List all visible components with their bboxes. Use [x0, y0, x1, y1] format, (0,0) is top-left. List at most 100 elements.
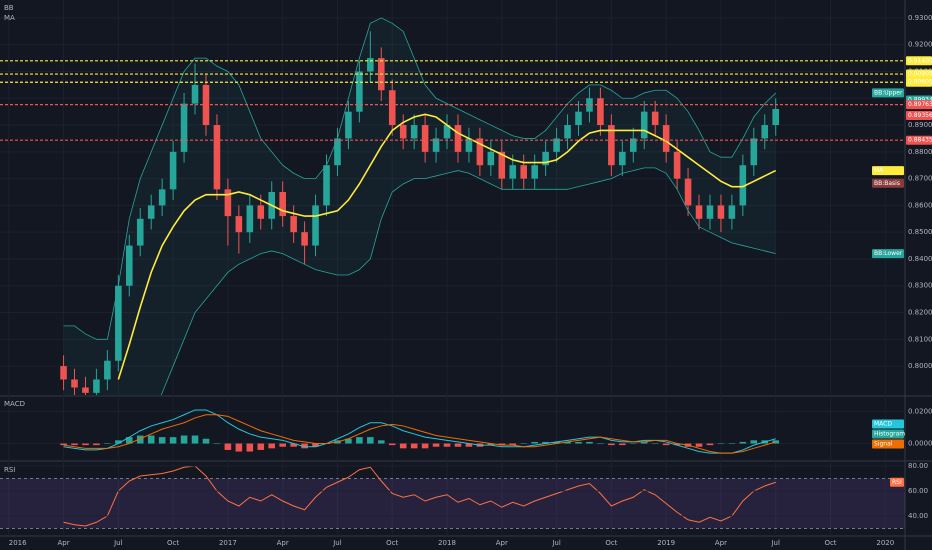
x-tick-label: Apr: [57, 539, 69, 547]
histogram-bar: [279, 443, 286, 447]
candle-body: [104, 360, 111, 380]
histogram-bar: [640, 441, 648, 444]
candle-body: [257, 205, 265, 219]
candle-body: [115, 285, 122, 361]
histogram-bar: [706, 443, 714, 446]
histogram-bar: [345, 438, 352, 444]
x-tick-label: Oct: [824, 539, 836, 547]
value-tag: [872, 419, 904, 429]
rsi-pane: [0, 465, 905, 529]
histogram-bar: [180, 435, 188, 444]
candle-body: [761, 125, 769, 139]
value-tag: [872, 166, 904, 176]
histogram-bar: [246, 443, 254, 452]
value-tag-label: 0.89934: [908, 97, 932, 104]
value-tag: [872, 439, 904, 449]
value-tag: [872, 88, 904, 98]
histogram-bar: [235, 443, 243, 452]
histogram-bar: [772, 440, 780, 444]
candle-body: [158, 189, 166, 206]
candle-body: [717, 205, 725, 219]
value-tag: [906, 100, 932, 110]
histogram-bar: [651, 443, 659, 445]
histogram-bar: [268, 443, 276, 449]
value-tag: [906, 77, 932, 87]
x-tick-label: Apr: [277, 539, 289, 547]
histogram-bar: [71, 443, 78, 446]
x-tick-label: Apr: [496, 539, 508, 547]
x-tick-label: 2019: [657, 539, 675, 547]
candle-body: [695, 205, 703, 219]
candle-body: [213, 125, 221, 190]
histogram-bar: [125, 437, 133, 444]
candle-body: [509, 165, 517, 179]
y-tick-label: 40.00: [908, 512, 928, 520]
histogram-bar: [597, 443, 604, 445]
candle-body: [224, 189, 232, 217]
histogram-bar: [432, 443, 440, 447]
histogram-bar: [136, 435, 144, 444]
candle-body: [608, 125, 615, 166]
histogram-bar: [586, 441, 593, 444]
candle-body: [367, 58, 374, 72]
x-tick-label: Jul: [551, 539, 561, 547]
candle-body: [629, 138, 637, 152]
candle-body: [739, 165, 747, 206]
main-pane: [60, 17, 780, 395]
value-tag-label: BB:Basis: [874, 180, 900, 187]
histogram-bar: [213, 443, 221, 445]
candle-body: [82, 387, 89, 393]
histogram-bar: [531, 441, 538, 444]
candle-body: [750, 138, 758, 166]
histogram-bar: [443, 443, 451, 447]
candle-body: [125, 245, 133, 286]
histogram-bar: [575, 441, 582, 444]
candle-body: [421, 125, 429, 152]
candle-body: [147, 205, 155, 219]
candle-body: [728, 205, 736, 219]
value-tag-label: RSI: [892, 479, 902, 486]
candle-body: [487, 151, 495, 166]
value-tag-label: 0.89763: [908, 101, 932, 108]
histogram-bar: [717, 443, 725, 445]
candle-body: [301, 232, 308, 246]
pane-label: BB: [4, 4, 14, 12]
x-tick-label: Jul: [332, 539, 342, 547]
candle-body: [684, 178, 692, 206]
histogram-bar: [224, 443, 232, 450]
candle-body: [60, 366, 67, 380]
histogram-bar: [608, 443, 615, 446]
bb-line: [160, 167, 776, 395]
candle-body: [410, 125, 418, 139]
x-tick-label: 2018: [438, 539, 456, 547]
histogram-bar: [498, 443, 506, 446]
x-tick-label: 2017: [219, 539, 237, 547]
value-tag-label: 0.89356: [908, 112, 932, 119]
candle-body: [706, 205, 714, 219]
candle-body: [136, 218, 144, 246]
candle-body: [553, 138, 560, 152]
histogram-bar: [487, 443, 495, 446]
value-tag: [906, 135, 932, 145]
macd-pane: [60, 409, 780, 454]
histogram-bar: [290, 443, 297, 447]
candle-body: [476, 138, 484, 166]
x-tick-label: Oct: [167, 539, 179, 547]
macd-line: [63, 414, 776, 454]
candle-body: [597, 98, 604, 126]
candle-body: [575, 111, 582, 126]
histogram-bar: [257, 443, 265, 450]
value-tag-label: Histogram: [874, 431, 905, 438]
histogram-bar: [509, 443, 517, 446]
value-tag: [872, 249, 904, 259]
candle-body: [246, 205, 254, 233]
candle-body: [542, 151, 549, 166]
histogram-bar: [191, 435, 199, 444]
